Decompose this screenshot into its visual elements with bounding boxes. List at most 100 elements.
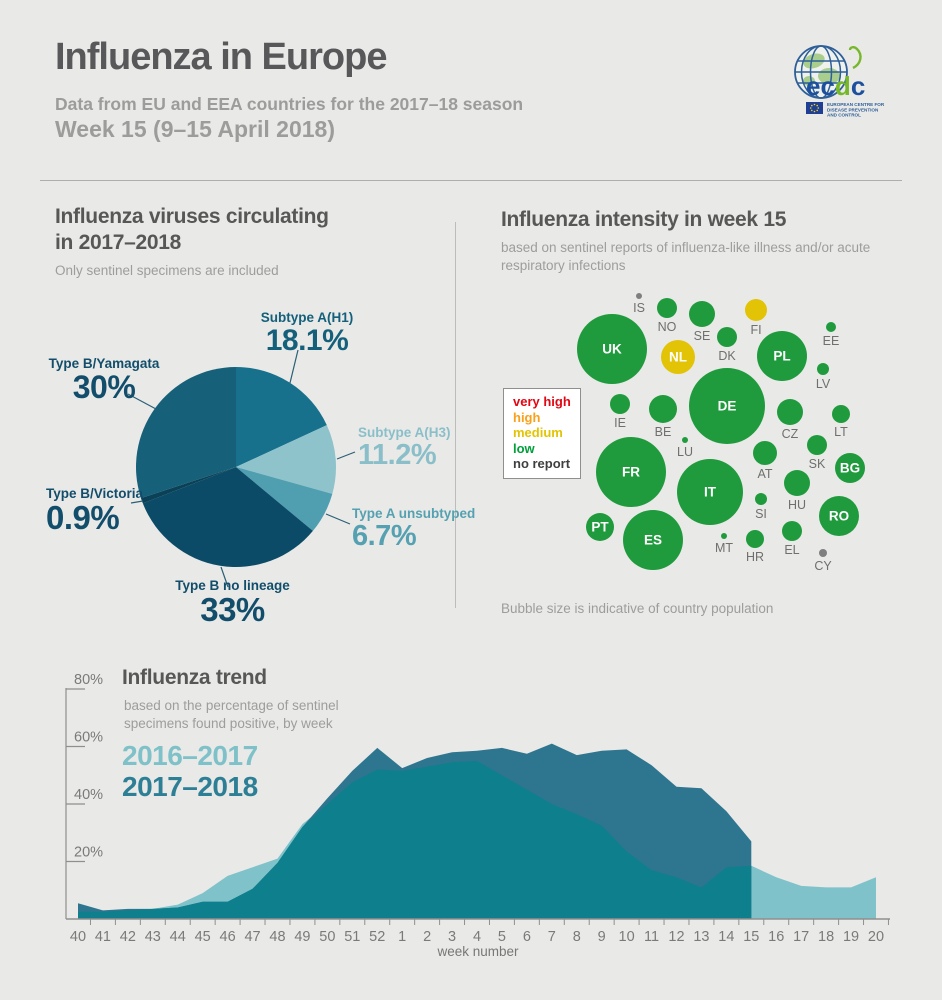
- pie-label-0: Subtype A(H1) 18.1%: [217, 310, 397, 356]
- bubble-label-SK: SK: [809, 457, 826, 471]
- pie-label-name: Type B/Victoria: [46, 486, 144, 501]
- virus-section-title: Influenza viruses circulating in 2017–20…: [55, 204, 329, 256]
- virus-section-title-line2: in 2017–2018: [55, 231, 182, 254]
- bubble-IT: [677, 459, 743, 525]
- pie-slice-5: [135, 367, 236, 499]
- bubble-DE: [689, 368, 765, 444]
- bubble-AT: [753, 441, 777, 465]
- bubble-BE: [649, 395, 677, 423]
- week-line: Week 15 (9–15 April 2018): [55, 116, 335, 142]
- bubble-MT: [721, 533, 727, 539]
- x-axis-title: week number: [437, 944, 519, 959]
- bubble-label-PL: PL: [773, 349, 790, 364]
- bubble-label-IT: IT: [704, 485, 717, 500]
- bubble-label-SI: SI: [755, 507, 767, 521]
- bubble-NO: [657, 298, 677, 318]
- bubble-PT: [586, 513, 614, 541]
- bubble-label-PT: PT: [591, 520, 609, 535]
- x-tick-label-40: 40: [70, 929, 86, 945]
- bubble-label-HR: HR: [746, 550, 764, 564]
- pie-label-4: Type B/Victoria 0.9%: [46, 486, 196, 535]
- intensity-section-subtitle: based on sentinel reports of influenza-l…: [501, 239, 870, 275]
- x-tick-label-12: 12: [668, 929, 684, 945]
- x-tick-label-46: 46: [220, 929, 236, 945]
- x-tick-label-18: 18: [818, 929, 834, 945]
- pie-leader-line-4: [130, 500, 144, 504]
- y-tick-label-20: 20%: [74, 845, 103, 861]
- bubble-size-footnote: Bubble size is indicative of country pop…: [501, 601, 774, 616]
- header-divider: [40, 180, 902, 181]
- pie-leader-line-1: [336, 451, 356, 460]
- bubble-EE: [826, 322, 836, 332]
- pie-slice-4: [140, 467, 236, 504]
- bubble-SK: [807, 435, 827, 455]
- x-tick-label-20: 20: [868, 929, 884, 945]
- pie-label-name: Subtype A(H3): [358, 425, 451, 440]
- intensity-subtitle-line2: respiratory infections: [501, 258, 626, 273]
- bubble-label-BE: BE: [655, 425, 672, 439]
- bubble-SE: [689, 301, 715, 327]
- bubble-label-CY: CY: [814, 559, 832, 573]
- bubble-label-IE: IE: [614, 416, 626, 430]
- legend-2017-2018: 2017–2018: [122, 771, 258, 802]
- globe-grid: [795, 45, 847, 99]
- y-tick-label-80: 80%: [74, 672, 103, 688]
- intensity-legend-box: very high high medium low no report: [503, 388, 581, 479]
- x-tick-label-13: 13: [693, 929, 709, 945]
- bubble-label-SE: SE: [694, 329, 711, 343]
- bubble-label-RO: RO: [829, 509, 849, 524]
- x-tick-label-10: 10: [619, 929, 635, 945]
- svg-text:DISEASE PREVENTION: DISEASE PREVENTION: [827, 107, 879, 112]
- trend-subtitle: based on the percentage of sentinel spec…: [124, 697, 339, 732]
- virus-section-subtitle: Only sentinel specimens are included: [55, 263, 279, 278]
- bubble-label-DK: DK: [718, 349, 736, 363]
- bubble-LT: [832, 405, 850, 423]
- pie-label-value: 18.1%: [265, 324, 349, 357]
- pie-label-value: 6.7%: [352, 520, 417, 552]
- bubble-label-LU: LU: [677, 445, 693, 459]
- intensity-legend-item-3: low: [513, 440, 535, 456]
- x-tick-label-43: 43: [145, 929, 161, 945]
- x-tick-label-41: 41: [95, 929, 111, 945]
- x-tick-label-52: 52: [369, 929, 385, 945]
- x-tick-label-50: 50: [319, 929, 335, 945]
- pie-label-3: Type B no lineage 33%: [150, 578, 315, 627]
- pie-label-2: Type A unsubtyped 6.7%: [352, 506, 532, 551]
- x-tick-label-48: 48: [269, 929, 285, 945]
- pie-label-value: 11.2%: [358, 439, 437, 471]
- ecdc-wordmark: ecdc: [806, 71, 865, 101]
- intensity-legend-item-0: very high: [513, 394, 571, 409]
- bubble-label-MT: MT: [715, 541, 733, 555]
- pie-label-name: Subtype A(H1): [260, 310, 354, 325]
- bubble-FR: [596, 437, 666, 507]
- x-tick-label-1: 1: [398, 929, 406, 945]
- y-tick-label-60: 60%: [74, 730, 103, 746]
- intensity-legend-item-2: medium: [513, 425, 563, 440]
- bubble-label-NL: NL: [669, 350, 687, 365]
- pie-leader-line-3: [220, 566, 229, 588]
- bubble-label-FI: FI: [750, 323, 761, 337]
- bubble-label-NO: NO: [658, 320, 677, 334]
- pie-leader-line-0: [289, 349, 299, 384]
- x-tick-label-6: 6: [523, 929, 531, 945]
- x-tick-label-7: 7: [548, 929, 556, 945]
- pie-slice-2: [236, 467, 333, 531]
- svg-text:AND CONTROL: AND CONTROL: [827, 113, 861, 118]
- x-tick-label-42: 42: [120, 929, 136, 945]
- x-tick-label-4: 4: [473, 929, 481, 945]
- bubble-label-CZ: CZ: [782, 427, 799, 441]
- x-tick-label-45: 45: [195, 929, 211, 945]
- bubble-label-AT: AT: [757, 467, 772, 481]
- x-tick-label-44: 44: [170, 929, 186, 945]
- bubble-IS: [636, 293, 642, 299]
- x-tick-label-5: 5: [498, 929, 506, 945]
- pie-label-value: 30%: [72, 369, 136, 405]
- pie-label-5: Type B/Yamagata 30%: [40, 356, 168, 404]
- bubble-UK: [577, 314, 647, 384]
- bubble-label-DE: DE: [718, 399, 737, 414]
- x-tick-label-11: 11: [644, 929, 659, 945]
- x-tick-label-17: 17: [793, 929, 809, 945]
- bubble-FI: [745, 299, 767, 321]
- x-tick-label-47: 47: [244, 929, 260, 945]
- ecdc-org-name: EUROPEAN CENTRE FOR DISEASE PREVENTION A…: [827, 102, 885, 118]
